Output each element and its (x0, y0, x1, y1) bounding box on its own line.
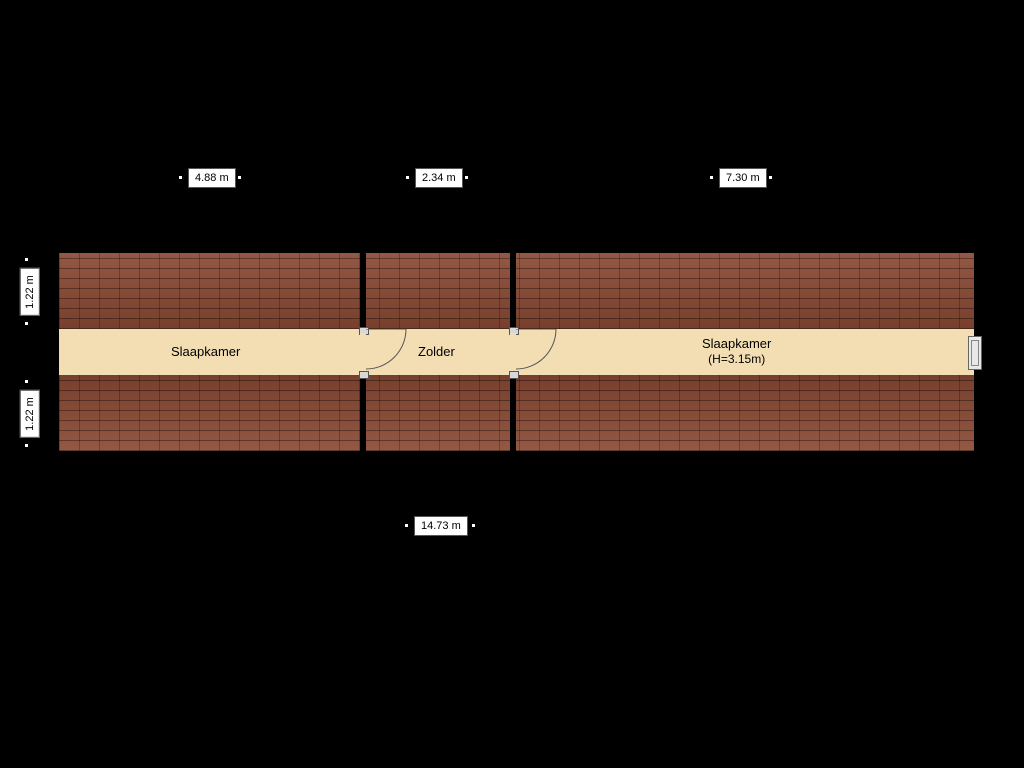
room-label-3-sub: (H=3.15m) (708, 352, 765, 366)
dim-top-3-text: 7.30 m (726, 172, 760, 184)
tick (710, 176, 713, 179)
tick (25, 444, 28, 447)
floorplan-canvas: Slaapkamer Zolder Slaapkamer (H=3.15m) 4… (0, 0, 1024, 768)
tick (406, 176, 409, 179)
tick (25, 258, 28, 261)
dim-top-3: 7.30 m (719, 168, 767, 188)
door-1-frame-bottom (359, 371, 369, 379)
tick (472, 524, 475, 527)
room-label-1-text: Slaapkamer (171, 344, 240, 359)
tick (405, 524, 408, 527)
room-label-3-text: Slaapkamer (702, 336, 771, 351)
dim-left-2: 1.22 m (20, 390, 40, 438)
dim-left-1: 1.22 m (20, 268, 40, 316)
dim-top-1: 4.88 m (188, 168, 236, 188)
dim-top-1-text: 4.88 m (195, 172, 229, 184)
room-label-1: Slaapkamer (171, 344, 240, 359)
dim-bottom-1-text: 14.73 m (421, 520, 461, 532)
tick (238, 176, 241, 179)
dim-left-2-text: 1.22 m (24, 397, 36, 431)
window-right-inner (971, 340, 979, 366)
dim-bottom-1: 14.73 m (414, 516, 468, 536)
window-right (968, 336, 982, 370)
room-label-2-text: Zolder (418, 344, 455, 359)
door-2-opening (510, 333, 516, 371)
door-2-frame-bottom (509, 371, 519, 379)
tick (179, 176, 182, 179)
room-label-3: Slaapkamer (H=3.15m) (702, 336, 771, 366)
tick (769, 176, 772, 179)
dim-top-2-text: 2.34 m (422, 172, 456, 184)
tick (25, 380, 28, 383)
room-label-2: Zolder (418, 344, 455, 359)
dim-left-1-text: 1.22 m (24, 275, 36, 309)
door-1-opening (360, 333, 366, 371)
roof-bottom (59, 375, 974, 451)
tick (465, 176, 468, 179)
dim-top-2: 2.34 m (415, 168, 463, 188)
roof-top (59, 253, 974, 329)
tick (25, 322, 28, 325)
